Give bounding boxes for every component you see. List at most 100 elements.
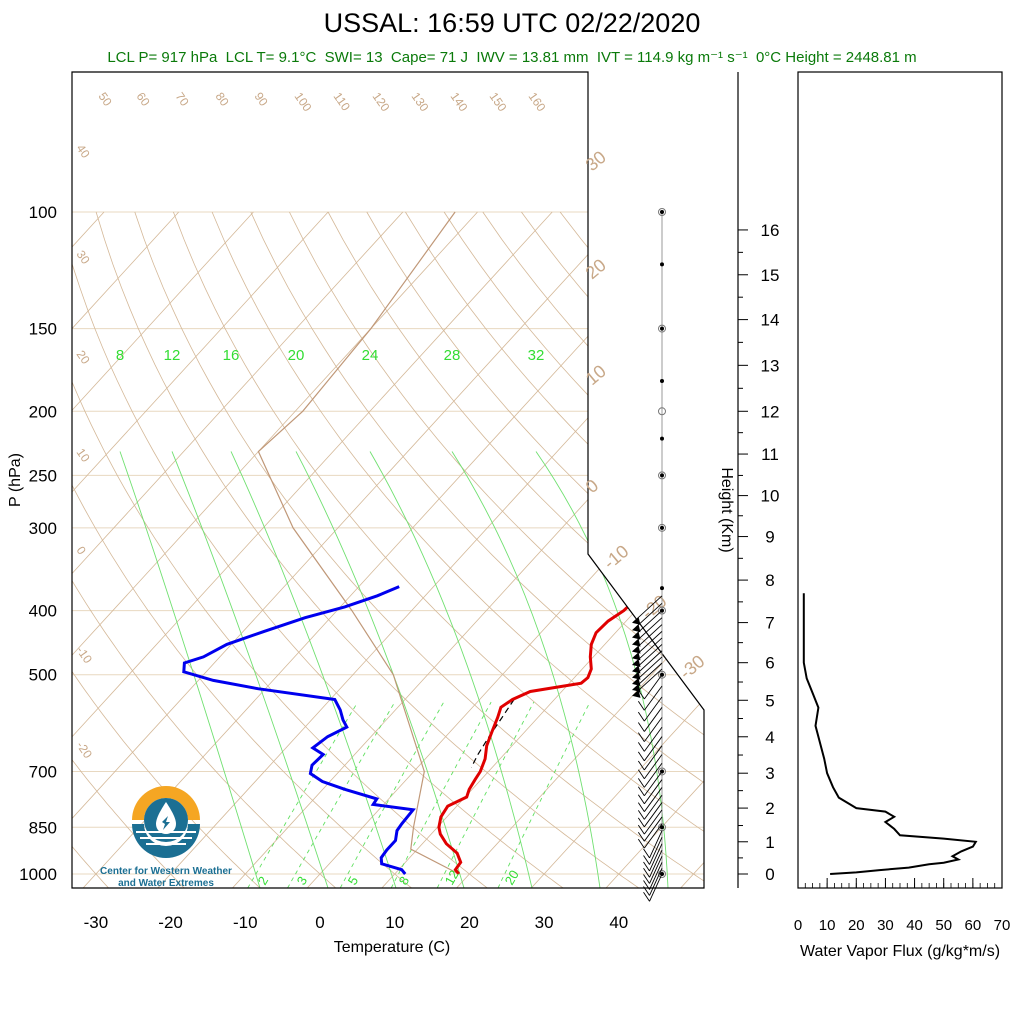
wind-calm-circle [658, 767, 666, 776]
isotherm-line [72, 211, 105, 888]
wind-barb [643, 779, 663, 805]
isotherm-label-right: 10 [582, 361, 610, 389]
dry-adiabat-line [173, 211, 704, 888]
wind-feather [643, 861, 650, 872]
temperature-tick-label: -10 [233, 913, 258, 932]
stat-cape: Cape= 71 J [390, 49, 469, 66]
dry-adiabat-label: 120 [370, 90, 393, 115]
flux-tick-label: 60 [965, 917, 982, 934]
wind-barb [643, 787, 663, 812]
wind-dot [660, 436, 664, 441]
mixing-ratio-line [390, 701, 492, 888]
height-tick-label: 8 [765, 571, 774, 590]
wind-feather [637, 769, 645, 780]
wind-feather [637, 817, 645, 828]
flux-axis-title: Water Vapor Flux (g/kg*m/s) [800, 943, 1000, 960]
height-tick-label: 13 [761, 356, 780, 375]
mixing-ratio-label: 32 [528, 347, 545, 364]
dry-adiabat-line [289, 211, 704, 888]
dry-adiabat-label: 70 [173, 90, 192, 109]
wind-barb [649, 849, 663, 878]
wind-dot [660, 586, 664, 591]
wind-dot [660, 525, 664, 530]
dry-adiabat-label: 90 [252, 90, 271, 109]
wind-feather [643, 855, 650, 865]
parcel-line [257, 211, 460, 875]
wind-barb [643, 745, 663, 771]
dry-adiabat-label: 100 [292, 90, 315, 115]
wind-feather [643, 868, 650, 878]
isotherm-line [157, 211, 704, 888]
stat-swi: SWI= 13 [324, 49, 383, 66]
wind-barb [643, 809, 663, 835]
dry-adiabat-line [482, 211, 704, 888]
wind-feather [637, 722, 645, 732]
dry-adiabat-line [327, 211, 704, 888]
flux-line [802, 593, 978, 875]
temperature-tick-label: 40 [609, 913, 628, 932]
height-tick-label: 6 [765, 654, 774, 673]
moist-adiabat-label: 12 [442, 867, 462, 887]
wind-pennant [632, 624, 641, 633]
isotherm-line [530, 211, 704, 888]
mixing-ratio-label: 24 [362, 347, 379, 364]
flux-tick-label: 10 [819, 917, 836, 934]
stat-iwv: IWV = 13.81 mm [476, 49, 589, 66]
wind-calm-circle [658, 208, 666, 216]
moist-adiabat-line [171, 451, 329, 888]
isotherm-line [72, 211, 329, 888]
wind-barb [643, 762, 663, 788]
wind-feather [643, 892, 650, 902]
flux-tick-label: 20 [848, 917, 865, 934]
pressure-tick-label: 150 [29, 320, 57, 339]
isotherm-line [72, 211, 553, 888]
wind-feather [637, 742, 645, 752]
flux-tick-label: 30 [877, 917, 894, 934]
height-axis-title: Height (Km) [718, 467, 735, 552]
wind-feather [637, 751, 645, 762]
isotherm-label-left: 40 [74, 142, 93, 161]
dry-adiabat-line [72, 211, 488, 888]
moist-adiabat-line [295, 451, 465, 888]
moist-adiabat-line [451, 451, 601, 888]
moist-adiabat-line [369, 451, 533, 888]
wind-pennant [632, 645, 641, 654]
height-tick-label: 3 [765, 764, 774, 783]
dry-adiabat-label: 150 [487, 90, 510, 115]
wind-barb [643, 707, 663, 732]
wind-calm-circle [658, 324, 666, 333]
moist-adiabat-label: 5 [345, 874, 362, 888]
mixing-ratio-label: 16 [223, 347, 240, 364]
flux-frame [797, 71, 1003, 889]
wind-barb [643, 696, 663, 722]
skewt-frame [71, 71, 705, 889]
wind-feather [637, 838, 645, 849]
moist-adiabat-label: 8 [396, 874, 413, 888]
wind-barb [643, 754, 663, 780]
temperature-tick-label: 20 [460, 913, 479, 932]
wind-feather [637, 794, 645, 805]
dry-adiabat-label: 60 [134, 90, 153, 109]
dewpoint-line [182, 585, 416, 875]
isotherm-line [456, 211, 704, 888]
wind-barb [643, 674, 663, 700]
isotherm-label-right: -10 [600, 541, 633, 573]
wind-barb [649, 837, 663, 865]
wind-barb [643, 685, 663, 711]
isotherm-label-left: -20 [74, 739, 96, 762]
cw3e-logo: Center for Western Weather and Water Ext… [96, 780, 236, 900]
pressure-tick-label: 1000 [19, 865, 57, 884]
wind-pennant [632, 652, 641, 661]
wind-calm-circle [658, 471, 666, 480]
pressure-tick-label: 850 [29, 818, 57, 837]
wind-pennant [632, 684, 641, 693]
wind-pennant [632, 671, 641, 680]
dry-adiabat-line [72, 211, 564, 888]
wind-dot [660, 473, 664, 478]
wind-feather [637, 778, 645, 788]
wind-calm-circle [658, 407, 666, 416]
wind-feather [637, 802, 645, 812]
wind-pennant [632, 638, 641, 647]
wind-dot [660, 326, 664, 331]
height-tick-label: 0 [765, 865, 774, 884]
